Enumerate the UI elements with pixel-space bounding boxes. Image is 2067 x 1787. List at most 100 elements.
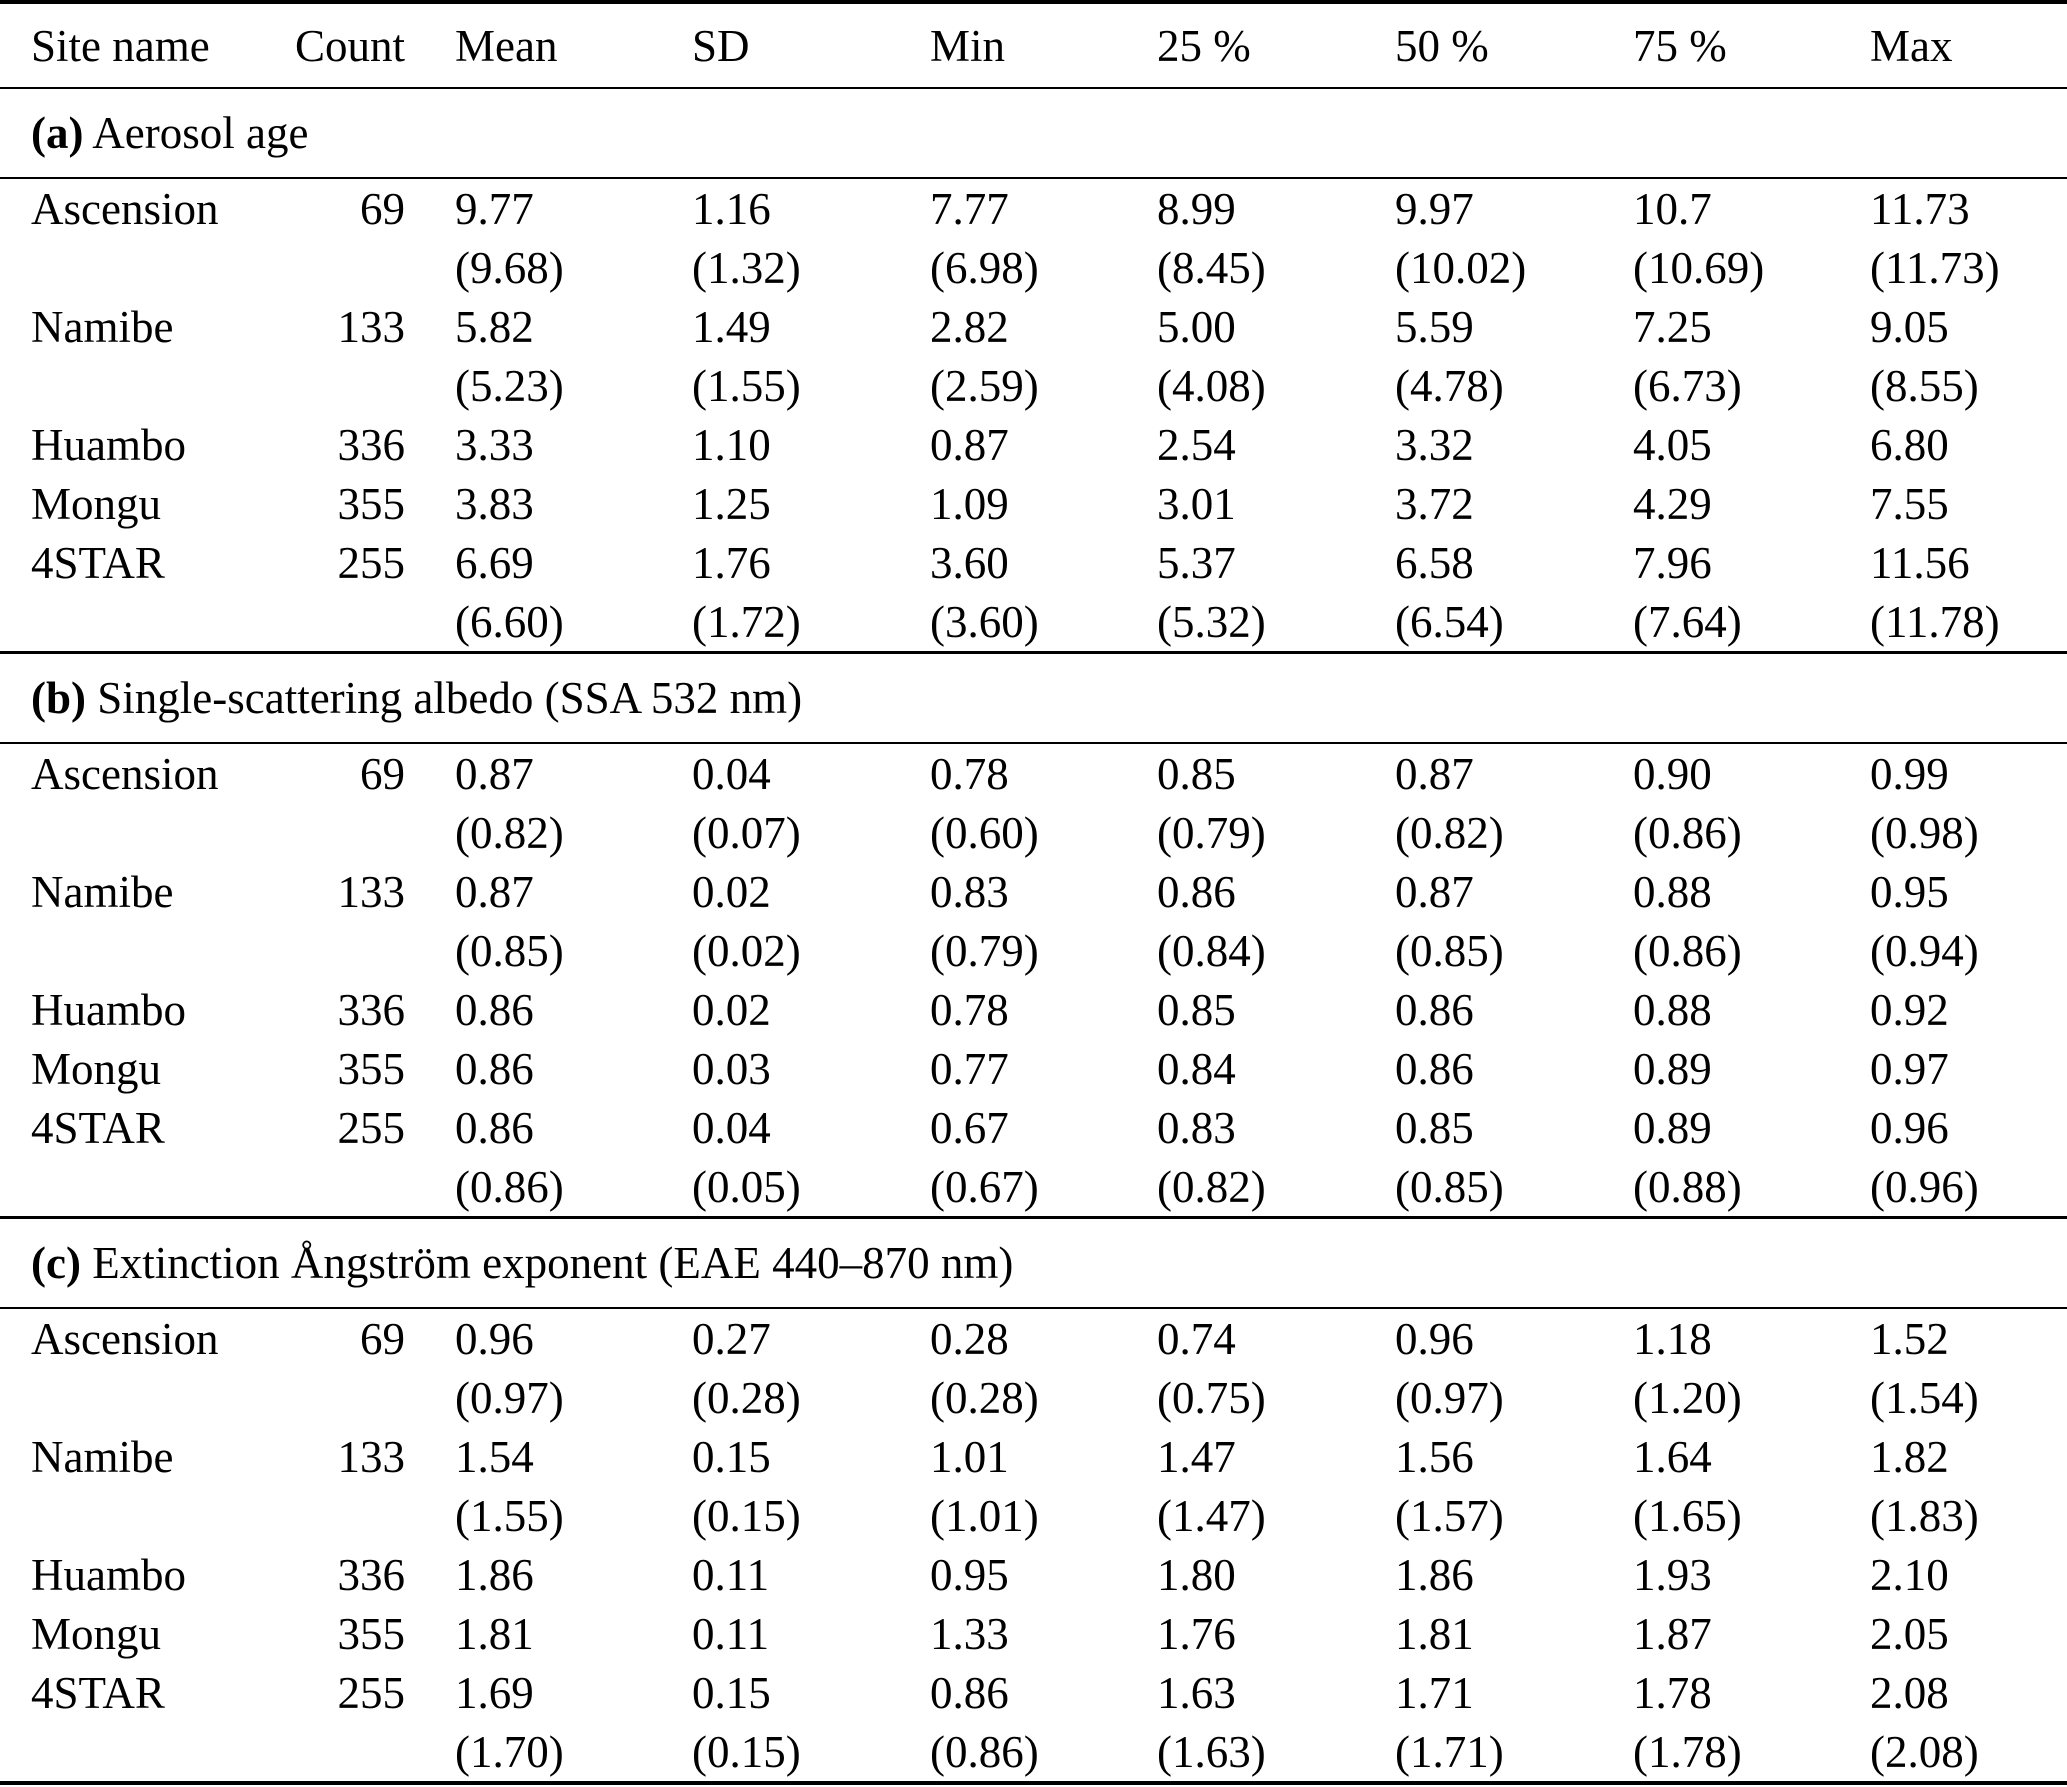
- data-row: Ascension 69 0.87 0.04 0.78 0.85 0.87 0.90 0.99: [0, 743, 2067, 803]
- count-cell: 69: [360, 183, 405, 234]
- value-cell: 1.56: [1395, 1431, 1474, 1482]
- data-row: Mongu 355 1.81 0.11 1.33 1.76 1.81 1.87 2.05: [0, 1604, 2067, 1663]
- col-header-max: Max: [1820, 2, 2067, 89]
- section-label-prefix: (b): [31, 673, 86, 723]
- value-cell: 2.08: [1870, 1667, 1949, 1718]
- value-cell: 7.96: [1633, 537, 1712, 588]
- data-row: Mongu 355 3.83 1.25 1.09 3.01 3.72 4.29 7.55: [0, 474, 2067, 533]
- value-cell: 0.77: [930, 1043, 1009, 1094]
- count-cell: 255: [337, 537, 406, 588]
- paren-value-cell: (0.97): [455, 1372, 564, 1423]
- paren-value-cell: (0.67): [930, 1161, 1039, 1212]
- value-cell: 0.85: [1157, 984, 1236, 1035]
- data-row: Huambo 336 3.33 1.10 0.87 2.54 3.32 4.05 6.80: [0, 415, 2067, 474]
- paren-value-cell: (10.02): [1395, 242, 1527, 293]
- paren-value-cell: (0.97): [1395, 1372, 1504, 1423]
- value-cell: 1.10: [692, 419, 771, 470]
- section-title-cell: (c) Extinction Ångström exponent (EAE 44…: [0, 1216, 2067, 1309]
- value-cell: 0.89: [1633, 1102, 1712, 1153]
- value-cell: 5.82: [455, 301, 534, 352]
- value-cell: 0.78: [930, 984, 1009, 1035]
- paren-value-cell: (1.83): [1870, 1490, 1979, 1541]
- col-header-mean: Mean: [405, 2, 642, 89]
- count-cell: 133: [337, 1431, 406, 1482]
- paren-value-cell: (11.78): [1870, 596, 2000, 647]
- site-cell-empty: [0, 356, 285, 415]
- value-cell: 7.77: [930, 183, 1009, 234]
- site-cell: Mongu: [31, 1608, 162, 1659]
- paren-value-cell: (1.72): [692, 596, 801, 647]
- value-cell: 0.03: [692, 1043, 771, 1094]
- section-title-cell: (a) Aerosol age: [0, 87, 2067, 179]
- value-cell: 6.80: [1870, 419, 1949, 470]
- value-cell: 8.99: [1157, 183, 1236, 234]
- paren-value-cell: (3.60): [930, 596, 1039, 647]
- paren-value-cell: (0.82): [1395, 807, 1504, 858]
- section-label-prefix: (a): [31, 108, 84, 158]
- count-cell-empty: [285, 238, 405, 297]
- value-cell: 0.88: [1633, 984, 1712, 1035]
- paren-value-cell: (1.54): [1870, 1372, 1979, 1423]
- paren-value-cell: (9.68): [455, 242, 564, 293]
- value-cell: 1.87: [1633, 1608, 1712, 1659]
- paren-value-cell: (7.64): [1633, 596, 1742, 647]
- site-cell: Namibe: [31, 301, 174, 352]
- paren-value-cell: (2.08): [1870, 1726, 1979, 1777]
- data-row: Huambo 336 1.86 0.11 0.95 1.80 1.86 1.93 2.10: [0, 1545, 2067, 1604]
- value-cell: 0.97: [1870, 1043, 1949, 1094]
- value-cell: 1.78: [1633, 1667, 1712, 1718]
- col-header-p25: 25 %: [1107, 2, 1345, 89]
- site-cell: 4STAR: [31, 1102, 165, 1153]
- value-cell: 3.01: [1157, 478, 1236, 529]
- value-cell: 0.86: [455, 984, 534, 1035]
- value-cell: 2.54: [1157, 419, 1236, 470]
- value-cell: 1.16: [692, 183, 771, 234]
- count-cell: 355: [337, 478, 406, 529]
- paren-value-cell: (1.47): [1157, 1490, 1266, 1541]
- value-cell: 0.96: [1395, 1313, 1474, 1364]
- value-cell: 1.80: [1157, 1549, 1236, 1600]
- value-cell: 0.89: [1633, 1043, 1712, 1094]
- paren-value-cell: (0.86): [1633, 925, 1742, 976]
- paren-value-cell: (0.60): [930, 807, 1039, 858]
- data-row: 4STAR 255 1.69 0.15 0.86 1.63 1.71 1.78 2.08: [0, 1663, 2067, 1722]
- value-cell: 1.76: [692, 537, 771, 588]
- value-cell: 3.72: [1395, 478, 1474, 529]
- count-cell: 69: [360, 748, 405, 799]
- count-cell: 355: [337, 1043, 406, 1094]
- value-cell: 0.86: [455, 1102, 534, 1153]
- data-row: 4STAR 255 0.86 0.04 0.67 0.83 0.85 0.89 0.96: [0, 1098, 2067, 1157]
- value-cell: 0.15: [692, 1667, 771, 1718]
- value-cell: 0.87: [455, 866, 534, 917]
- value-cell: 0.04: [692, 1102, 771, 1153]
- paren-value-cell: (0.15): [692, 1726, 801, 1777]
- paren-value-cell: (2.59): [930, 360, 1039, 411]
- value-cell: 7.55: [1870, 478, 1949, 529]
- paren-value-cell: (4.08): [1157, 360, 1266, 411]
- value-cell: 1.52: [1870, 1313, 1949, 1364]
- data-row: Namibe 133 0.87 0.02 0.83 0.86 0.87 0.88 0.95: [0, 862, 2067, 921]
- value-cell: 1.63: [1157, 1667, 1236, 1718]
- count-cell-empty: [285, 1486, 405, 1545]
- site-cell-empty: [0, 803, 285, 862]
- value-cell: 0.74: [1157, 1313, 1236, 1364]
- value-cell: 0.90: [1633, 748, 1712, 799]
- site-cell: Ascension: [31, 1313, 219, 1364]
- site-cell-empty: [0, 592, 285, 653]
- paren-value-cell: (0.05): [692, 1161, 801, 1212]
- value-cell: 3.33: [455, 419, 534, 470]
- paren-value-cell: (0.15): [692, 1490, 801, 1541]
- value-cell: 1.81: [1395, 1608, 1474, 1659]
- paren-value-cell: (0.88): [1633, 1161, 1742, 1212]
- value-cell: 7.25: [1633, 301, 1712, 352]
- paren-row: (1.70) (0.15) (0.86) (1.63) (1.71) (1.78) (2.0…: [0, 1722, 2067, 1783]
- paren-value-cell: (6.54): [1395, 596, 1504, 647]
- value-cell: 1.86: [455, 1549, 534, 1600]
- paren-row: (0.85) (0.02) (0.79) (0.84) (0.85) (0.86) (0.9…: [0, 921, 2067, 980]
- value-cell: 0.15: [692, 1431, 771, 1482]
- paren-row: (9.68) (1.32) (6.98) (8.45) (10.02) (10.69) (1…: [0, 238, 2067, 297]
- data-row: Mongu 355 0.86 0.03 0.77 0.84 0.86 0.89 0.97: [0, 1039, 2067, 1098]
- value-cell: 0.99: [1870, 748, 1949, 799]
- value-cell: 1.69: [455, 1667, 534, 1718]
- count-cell-empty: [285, 921, 405, 980]
